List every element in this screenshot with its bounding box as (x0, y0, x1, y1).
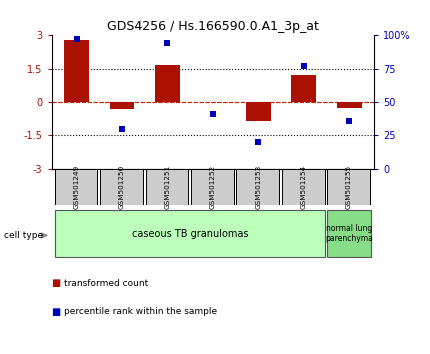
Text: GSM501251: GSM501251 (164, 165, 170, 209)
FancyBboxPatch shape (100, 170, 143, 205)
Text: ■: ■ (52, 278, 61, 288)
Point (346, 118, 353, 124)
Point (119, 126, 126, 132)
Text: normal lung
parenchyma: normal lung parenchyma (325, 224, 373, 243)
Bar (337, 102, 362, 108)
Title: GDS4256 / Hs.166590.0.A1_3p_at: GDS4256 / Hs.166590.0.A1_3p_at (107, 20, 319, 33)
FancyBboxPatch shape (327, 210, 371, 257)
Bar (291, 75, 316, 102)
Text: percentile rank within the sample: percentile rank within the sample (64, 307, 218, 316)
Text: GSM501253: GSM501253 (255, 165, 261, 209)
Text: GSM501255: GSM501255 (346, 165, 352, 209)
FancyBboxPatch shape (55, 210, 326, 257)
FancyBboxPatch shape (282, 170, 325, 205)
Text: transformed count: transformed count (64, 279, 149, 288)
Point (209, 111, 216, 117)
Text: cell type: cell type (4, 231, 43, 240)
FancyBboxPatch shape (191, 170, 234, 205)
FancyBboxPatch shape (327, 170, 370, 205)
FancyBboxPatch shape (146, 170, 188, 205)
Bar (155, 65, 180, 102)
Text: GSM501250: GSM501250 (119, 165, 125, 209)
Text: ■: ■ (52, 307, 61, 316)
Bar (64, 40, 89, 102)
Point (73, 36, 80, 42)
FancyBboxPatch shape (237, 170, 279, 205)
Bar (246, 102, 271, 121)
Text: GSM501249: GSM501249 (74, 165, 80, 209)
Point (164, 41, 171, 46)
Point (300, 63, 307, 69)
Point (255, 139, 262, 145)
Text: GSM501252: GSM501252 (210, 165, 216, 209)
Bar (110, 102, 135, 109)
Text: GSM501254: GSM501254 (301, 165, 307, 209)
FancyBboxPatch shape (55, 170, 98, 205)
Text: caseous TB granulomas: caseous TB granulomas (132, 229, 249, 239)
